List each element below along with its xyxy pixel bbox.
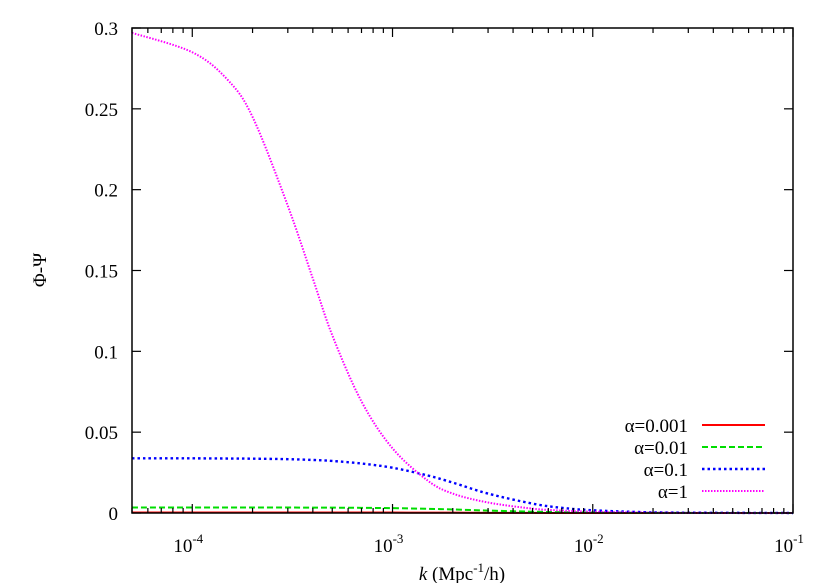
y-tick-label: 0.05 — [85, 423, 118, 444]
x-tick-label: 10-2 — [574, 531, 604, 557]
plot-lines — [131, 31, 794, 515]
x-tick-label: 10-1 — [774, 531, 804, 557]
y-tick-label: 0.15 — [85, 262, 118, 283]
y-tick-label: 0.25 — [85, 100, 118, 121]
x-axis-ticks: 10-4 10-3 10-2 10-1 — [131, 28, 804, 557]
axes: 10-4 10-3 10-2 10-1 0 0.05 0.1 0.15 0.2 0.25 0.3 — [85, 19, 804, 557]
x-axis-title: k (Mpc-1/h) — [419, 560, 505, 583]
legend-label: α=1 — [658, 482, 688, 503]
series-line — [131, 31, 794, 515]
series-line — [131, 457, 794, 515]
y-tick-label: 0.1 — [94, 342, 118, 363]
x-tick-label: 10-4 — [173, 531, 203, 557]
x-tick-label: 10-3 — [374, 531, 404, 557]
y-axis-title: Φ-Ψ — [30, 253, 51, 287]
legend-label: α=0.01 — [634, 438, 688, 459]
y-tick-label: 0.3 — [94, 19, 118, 40]
plot-frame — [131, 27, 794, 514]
y-axis-ticks: 0 0.05 0.1 0.15 0.2 0.25 0.3 — [85, 19, 793, 525]
legend-label: α=0.001 — [625, 416, 688, 437]
legend-label: α=0.1 — [644, 460, 688, 481]
y-tick-label: 0 — [109, 504, 119, 525]
y-tick-label: 0.2 — [94, 181, 118, 202]
